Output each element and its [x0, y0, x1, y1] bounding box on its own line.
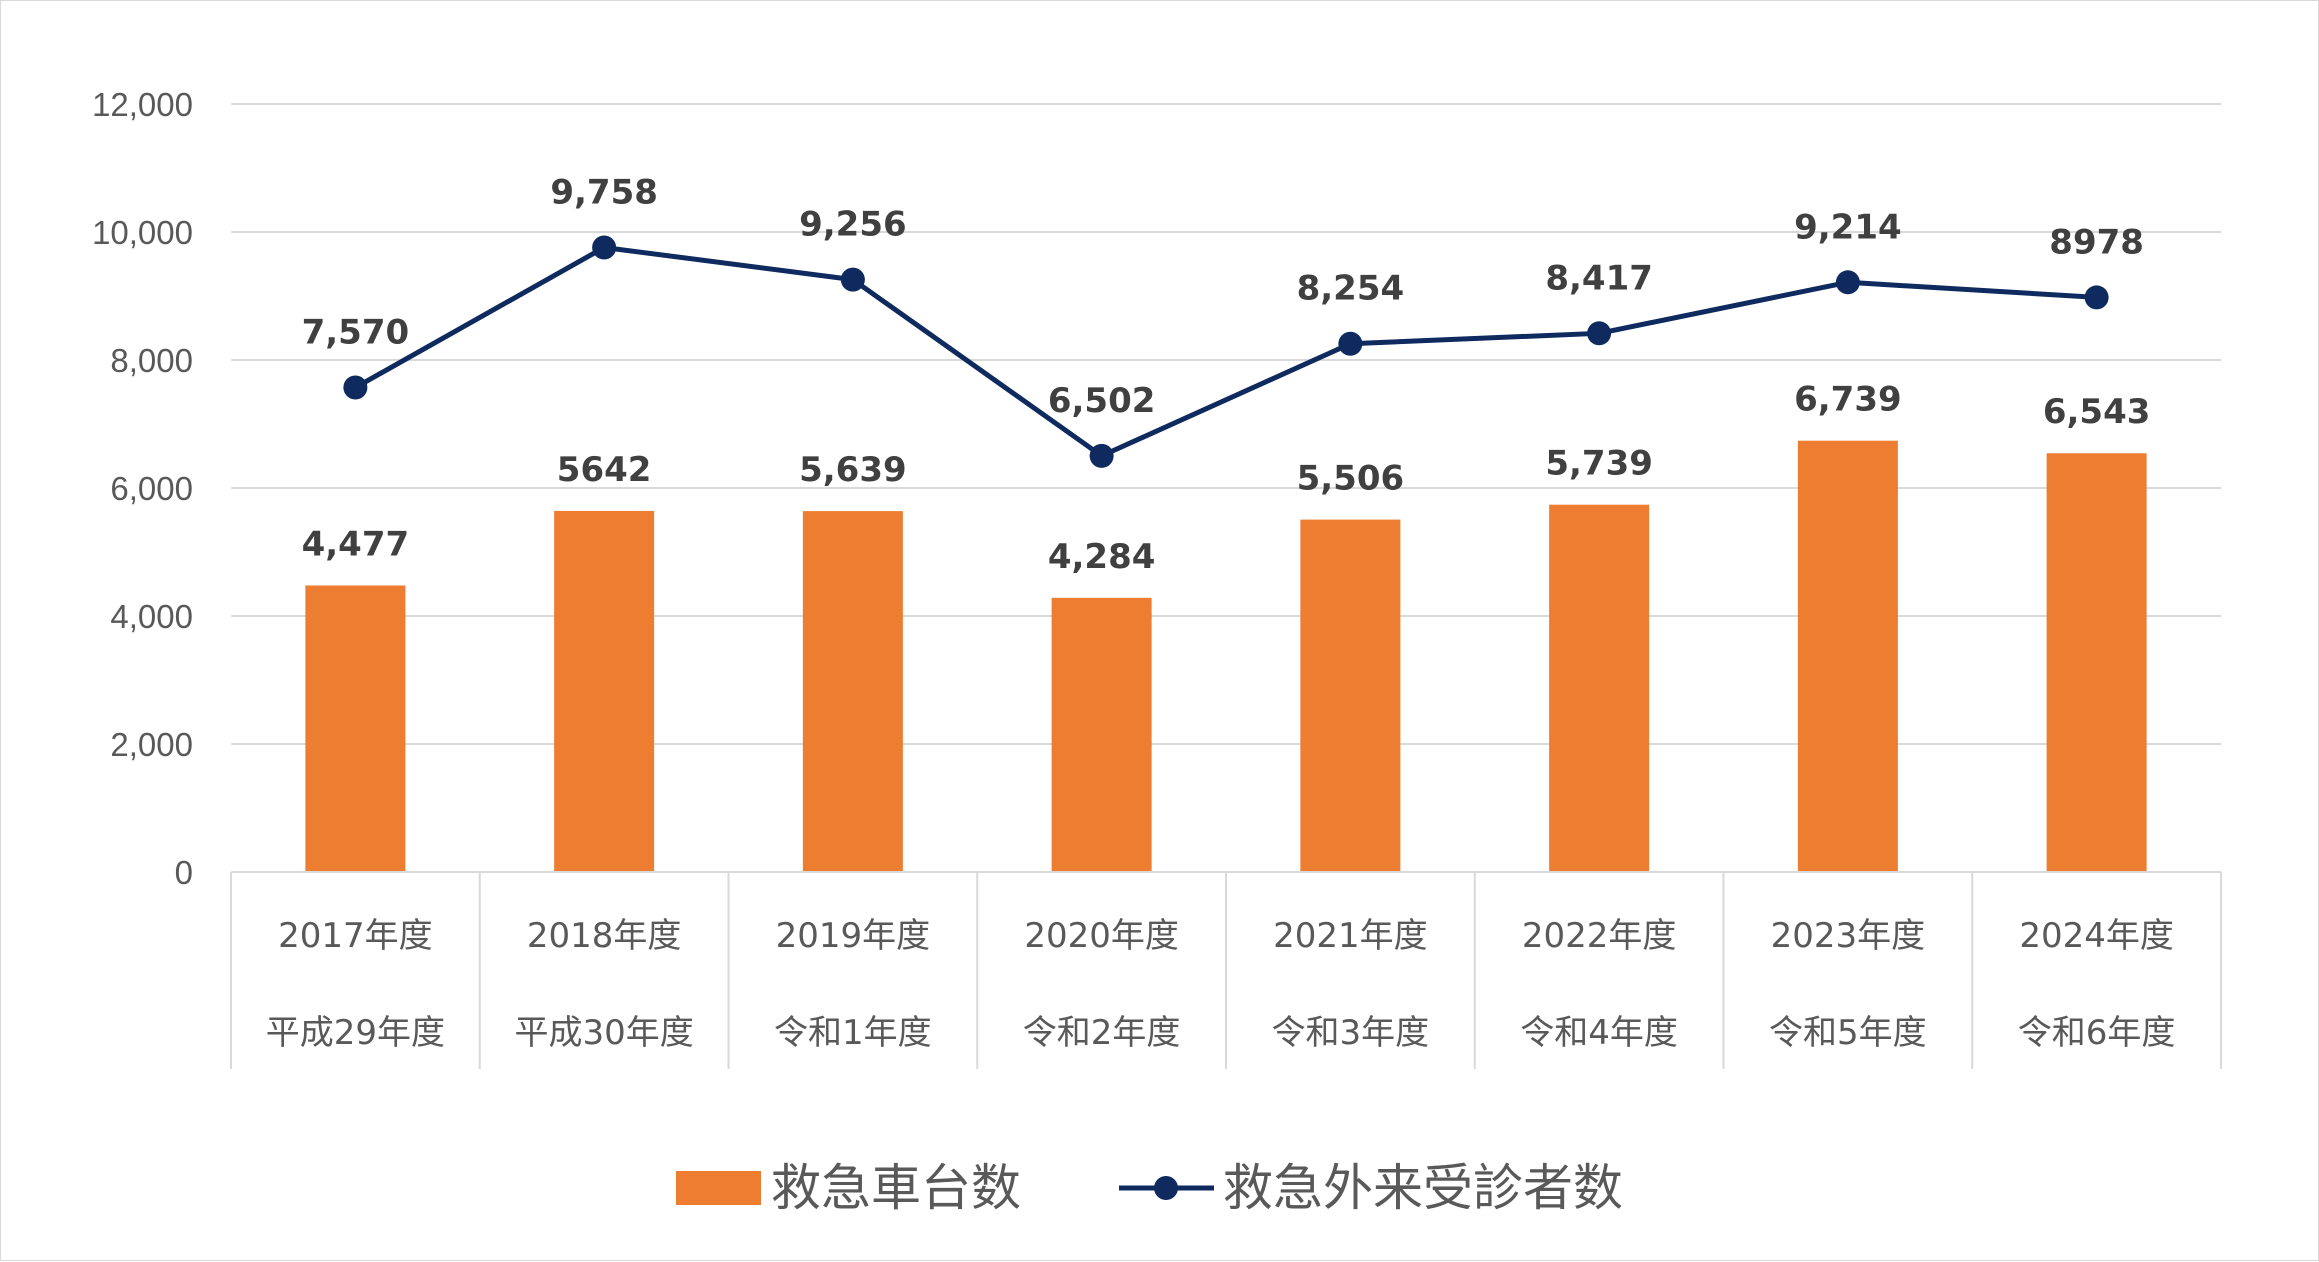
x-tick-label-year: 2021年度: [1273, 916, 1428, 956]
line-point: [592, 235, 617, 260]
line-data-label: 7,570: [302, 313, 410, 353]
x-tick-label-year: 2022年度: [1522, 916, 1677, 956]
bar-series: [305, 440, 2147, 872]
legend: 救急車台数 救急外来受診者数: [676, 1159, 1623, 1217]
x-tick-label-era: 令和2年度: [1023, 1013, 1181, 1053]
legend-swatch-marker: [1154, 1176, 1178, 1200]
bar-data-label: 5642: [557, 450, 652, 490]
y-tick-label: 12,000: [92, 86, 193, 123]
bar: [2046, 453, 2147, 872]
bar: [1051, 597, 1152, 872]
x-tick-label-era: 令和1年度: [774, 1013, 932, 1053]
x-tick-label-era: 令和5年度: [1769, 1013, 1927, 1053]
x-tick-label-era: 平成30年度: [514, 1013, 693, 1053]
y-tick-label: 8,000: [110, 342, 193, 379]
bar: [1300, 519, 1401, 872]
bar-data-label: 6,543: [2043, 392, 2151, 432]
x-tick-label-era: 令和3年度: [1272, 1013, 1430, 1053]
line-series: [343, 235, 2109, 468]
bar: [802, 511, 903, 872]
series-line: [354, 244, 2097, 459]
bar-data-label: 6,739: [1794, 380, 1902, 420]
x-tick-label-year: 2018年度: [527, 916, 682, 956]
line-point: [1338, 331, 1363, 356]
legend-label-bar: 救急車台数: [771, 1159, 1021, 1217]
y-axis: 0 2,000 4,000 6,000 8,000 10,000 12,000: [92, 86, 193, 891]
x-tick-label-year: 2024年度: [2019, 916, 2174, 956]
y-tick-label: 10,000: [92, 214, 193, 251]
legend-label-line: 救急外来受診者数: [1223, 1159, 1623, 1217]
x-tick-label-era: 令和6年度: [2018, 1013, 2176, 1053]
line-data-label: 9,758: [550, 172, 658, 212]
x-tick-label-era: 令和4年度: [1520, 1013, 1678, 1053]
y-tick-label: 6,000: [110, 470, 193, 507]
x-tick-label-year: 2020年度: [1024, 916, 1179, 956]
bar: [554, 510, 655, 872]
line-point: [2084, 285, 2109, 310]
x-tick-label-year: 2023年度: [1771, 916, 1926, 956]
data-labels: 4,477 5642 5,639 4,284 5,506 5,739 6,739 6,543 7…: [302, 172, 2151, 576]
line-point: [840, 267, 865, 292]
line-point: [1587, 321, 1612, 346]
x-tick-label-year: 2017年度: [278, 916, 433, 956]
line-data-label: 8978: [2049, 222, 2144, 262]
bar-data-label: 5,639: [799, 450, 907, 490]
line-data-label: 8,254: [1297, 269, 1405, 309]
y-tick-label: 0: [175, 854, 193, 891]
bar: [1549, 504, 1650, 872]
line-data-label: 6,502: [1048, 381, 1156, 421]
bar-data-label: 4,284: [1048, 537, 1156, 577]
line-data-label: 9,256: [799, 205, 907, 245]
y-tick-label: 4,000: [110, 598, 193, 635]
bar-data-label: 4,477: [302, 524, 410, 564]
line-data-label: 8,417: [1545, 258, 1653, 298]
bar-data-label: 5,506: [1297, 459, 1405, 499]
line-point: [1835, 270, 1860, 295]
gridlines: [231, 103, 2221, 745]
legend-swatch-bar: [676, 1171, 761, 1205]
bar: [1797, 440, 1898, 872]
y-tick-label: 2,000: [110, 726, 193, 763]
line-point: [343, 375, 368, 400]
line-data-label: 9,214: [1794, 207, 1902, 247]
line-point: [1089, 443, 1114, 468]
x-tick-label-era: 平成29年度: [266, 1013, 445, 1053]
bar: [305, 585, 406, 872]
bar-data-label: 5,739: [1545, 444, 1653, 484]
x-tick-label-year: 2019年度: [776, 916, 931, 956]
